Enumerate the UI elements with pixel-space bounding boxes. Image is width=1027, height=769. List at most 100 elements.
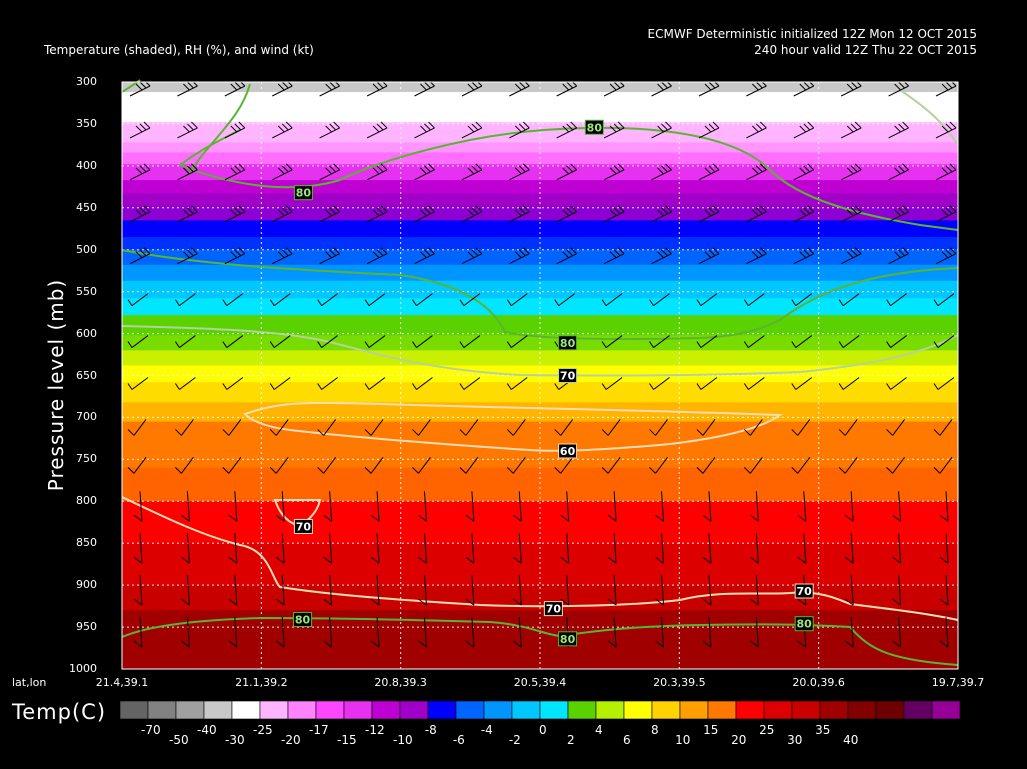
grid-lines xyxy=(122,82,958,669)
wind-barb xyxy=(275,575,285,606)
contour-label-70: 70 xyxy=(794,583,814,599)
wind-barb xyxy=(370,533,380,564)
colorbar-swatch xyxy=(875,700,905,720)
contour-label-text: 80 xyxy=(296,187,312,200)
wind-barb xyxy=(175,419,194,436)
wind-barb xyxy=(607,533,617,564)
wind-barb xyxy=(272,247,293,265)
contour-label-box xyxy=(558,443,578,459)
chart-title: Temperature (shaded), RH (%), and wind (… xyxy=(44,43,314,57)
x-axis-label: lat,lon xyxy=(12,676,47,689)
wind-barb xyxy=(222,377,244,390)
wind-barb xyxy=(556,205,578,223)
wind-barb xyxy=(177,163,198,181)
wind-barb xyxy=(224,205,246,223)
wind-barb xyxy=(509,205,530,223)
wind-barb xyxy=(506,335,528,348)
wind-barb xyxy=(696,419,716,436)
wind-barb xyxy=(892,533,902,564)
wind-barb xyxy=(129,163,151,181)
wind-barb xyxy=(886,377,907,390)
contour-label-box xyxy=(558,368,578,383)
wind-barb xyxy=(224,247,246,265)
plot-frame xyxy=(121,81,959,670)
wind-barb xyxy=(892,575,902,606)
colorbar-tick-label: 30 xyxy=(787,733,803,747)
wind-barb xyxy=(177,247,198,265)
y-tick-label: 450 xyxy=(76,200,97,214)
wind-barb xyxy=(696,457,716,474)
wind-barb xyxy=(702,533,712,564)
wind-barb xyxy=(554,457,574,474)
wind-barb xyxy=(649,335,670,348)
y-tick-label: 900 xyxy=(76,578,97,592)
contour-label-80: 80 xyxy=(558,631,578,647)
contour-label-box xyxy=(584,119,604,135)
wind-barb xyxy=(509,121,530,139)
colorbar-swatch xyxy=(623,700,653,720)
wind-barb xyxy=(888,247,909,265)
wind-barb xyxy=(888,205,909,223)
wind-barb xyxy=(177,79,198,97)
colorbar-tick-label: 15 xyxy=(703,723,719,737)
contour-label-80: 80 xyxy=(558,335,578,351)
wind-barb xyxy=(935,205,957,223)
wind-barb xyxy=(269,419,289,436)
wind-barb xyxy=(224,79,246,97)
colorbar-tick-label: 20 xyxy=(731,733,747,747)
contour-label-box xyxy=(794,583,814,599)
wind-barb xyxy=(174,335,196,348)
wind-barb xyxy=(888,79,909,97)
x-tick-label: 19.7,39.7 xyxy=(931,676,985,689)
colorbar-swatch xyxy=(427,700,457,720)
colorbar-tick-label: -10 xyxy=(392,733,413,747)
wind-barb xyxy=(556,247,578,265)
wind-barb xyxy=(228,575,238,606)
contour-label-text: 70 xyxy=(797,585,813,598)
wind-barb xyxy=(319,163,341,181)
wind-barb xyxy=(840,121,862,139)
wind-barb xyxy=(512,617,522,648)
colorbar-swatch xyxy=(371,700,401,720)
wind-barb xyxy=(269,335,291,348)
temp-band-7 xyxy=(122,193,958,207)
wind-barb xyxy=(370,491,380,522)
wind-barb xyxy=(317,293,338,307)
wind-barb xyxy=(127,419,147,436)
wind-barb xyxy=(506,377,528,390)
wind-barb xyxy=(791,335,813,348)
wind-barb xyxy=(272,79,293,97)
temp-band-15 xyxy=(122,315,958,336)
wind-barb xyxy=(607,575,617,606)
wind-barb xyxy=(939,533,949,564)
wind-barb xyxy=(509,247,530,265)
y-tick-label: 750 xyxy=(76,452,97,466)
wind-barb xyxy=(133,491,143,522)
wind-barb xyxy=(127,335,149,348)
colorbar-swatch xyxy=(567,700,597,720)
wind-barb xyxy=(317,457,337,474)
x-tick-label: 20.0,39.6 xyxy=(792,676,845,689)
wind-barb xyxy=(418,491,427,522)
wind-barb xyxy=(603,205,625,223)
wind-barb xyxy=(935,247,957,265)
wind-barb xyxy=(512,575,522,606)
wind-barb xyxy=(698,163,720,181)
contour-label-text: 80 xyxy=(587,121,603,134)
wind-barb xyxy=(560,491,570,522)
wind-barb xyxy=(317,419,337,436)
wind-barb xyxy=(317,335,338,348)
y-tick-label: 350 xyxy=(76,116,97,130)
wind-barb xyxy=(461,121,483,139)
y-tick-label: 600 xyxy=(76,326,97,340)
wind-barb xyxy=(228,617,238,648)
wind-barb xyxy=(222,335,244,348)
wind-barb xyxy=(224,163,246,181)
wind-barb xyxy=(222,457,242,474)
wind-barb xyxy=(129,247,151,265)
wind-barb xyxy=(512,491,522,522)
wind-barb xyxy=(275,617,285,648)
wind-barb xyxy=(414,121,435,139)
wind-barb xyxy=(750,575,759,606)
wind-barb xyxy=(935,163,957,181)
